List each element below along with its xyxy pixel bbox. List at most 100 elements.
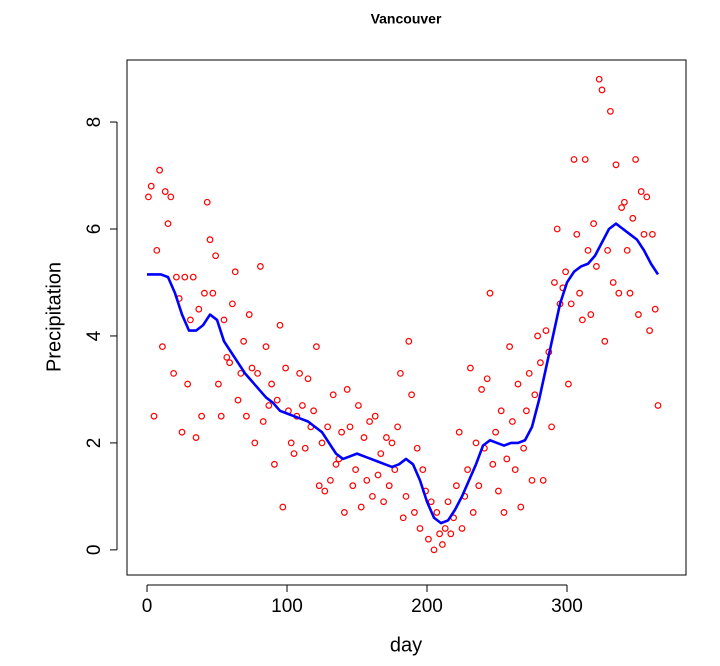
data-point (374, 471, 382, 479)
data-point (385, 482, 393, 490)
data-point (458, 525, 466, 532)
x-tick-label: 200 (411, 596, 443, 617)
data-point (542, 327, 550, 335)
data-point (441, 525, 449, 532)
data-point (327, 476, 334, 484)
data-point (366, 418, 374, 425)
data-point (229, 300, 236, 308)
data-point (503, 455, 511, 463)
data-point (301, 444, 309, 452)
data-point (402, 492, 410, 500)
data-point (531, 391, 539, 399)
data-point (279, 503, 287, 511)
data-point (341, 509, 348, 516)
data-point (240, 337, 248, 345)
data-point (623, 246, 631, 254)
data-point (329, 391, 337, 399)
data-point (601, 337, 609, 345)
data-point (632, 156, 640, 163)
data-point (509, 418, 516, 425)
data-point (201, 289, 208, 297)
data-point (646, 327, 654, 335)
data-point (486, 289, 494, 297)
data-point (332, 460, 340, 468)
data-point (525, 369, 533, 377)
data-point (593, 263, 600, 270)
data-point (553, 225, 561, 233)
data-point (562, 268, 570, 276)
y-tick-label: 8 (84, 117, 105, 128)
data-point (315, 482, 323, 490)
y-axis-label: Precipitation (43, 262, 65, 372)
x-tick-label: 0 (142, 596, 153, 617)
data-point (567, 300, 575, 308)
data-point (618, 204, 626, 212)
data-point (181, 273, 189, 281)
data-point (254, 369, 262, 377)
data-point (276, 321, 284, 329)
data-point (287, 439, 295, 447)
data-point (184, 380, 192, 388)
chart-title: Vancouver (371, 11, 442, 27)
data-point (629, 214, 637, 222)
data-point (220, 316, 228, 324)
data-point (570, 156, 578, 163)
data-point (195, 305, 203, 313)
data-point (338, 428, 346, 436)
data-point (475, 482, 483, 490)
data-point (187, 316, 194, 324)
data-point (579, 316, 586, 324)
data-point (388, 439, 396, 447)
data-point (265, 402, 273, 409)
data-point (304, 375, 312, 383)
data-point (621, 198, 628, 206)
data-point (413, 444, 421, 452)
data-point (251, 439, 259, 447)
data-point (576, 289, 584, 297)
data-point (604, 246, 612, 254)
data-point (156, 166, 164, 174)
data-point (383, 434, 390, 441)
data-point (511, 466, 519, 474)
data-point (514, 380, 522, 388)
data-point (517, 503, 525, 511)
data-point (497, 407, 505, 415)
data-point (425, 535, 432, 543)
x-tick-label: 300 (551, 596, 583, 617)
data-point (296, 369, 304, 377)
data-point (203, 198, 211, 206)
data-point (447, 530, 455, 538)
data-point (259, 418, 267, 425)
data-point (464, 466, 472, 474)
data-point (640, 230, 648, 238)
data-point (637, 188, 645, 195)
data-point (573, 230, 581, 238)
data-point (397, 369, 404, 377)
data-point (164, 220, 172, 228)
data-point (357, 503, 365, 511)
data-point (363, 476, 371, 484)
data-point (534, 332, 542, 340)
data-point (649, 230, 656, 238)
y-tick-label: 6 (84, 224, 105, 235)
data-point (433, 509, 441, 516)
data-point (310, 407, 318, 415)
data-point (282, 364, 290, 372)
data-point (153, 246, 161, 254)
data-point (346, 423, 354, 431)
data-point (489, 460, 497, 468)
data-point (223, 353, 231, 361)
data-point (483, 375, 491, 383)
data-point (492, 428, 500, 436)
data-point (635, 311, 642, 318)
data-point (262, 343, 270, 351)
data-point (189, 273, 197, 281)
data-point (245, 311, 253, 318)
plot-frame (126, 59, 687, 576)
data-point (161, 188, 169, 195)
data-point (467, 364, 474, 372)
data-point (472, 439, 480, 447)
data-point (369, 492, 376, 500)
data-point (147, 182, 155, 190)
